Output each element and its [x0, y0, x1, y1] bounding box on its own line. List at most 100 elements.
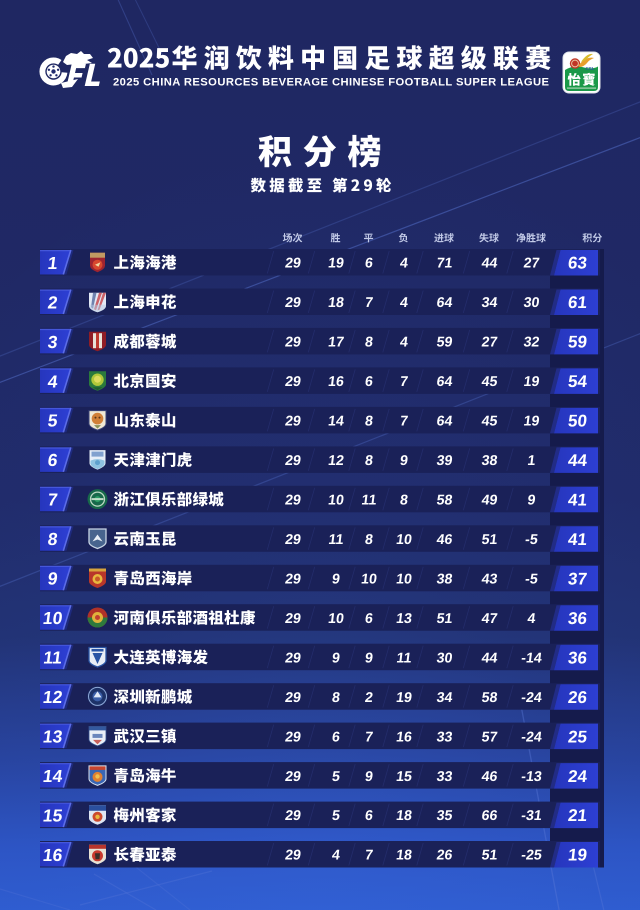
svg-text:7: 7	[364, 729, 374, 745]
svg-text:4: 4	[527, 611, 537, 627]
svg-text:4: 4	[47, 371, 59, 391]
svg-text:-31: -31	[520, 808, 543, 824]
svg-text:18: 18	[327, 295, 345, 311]
svg-text:44: 44	[567, 451, 588, 470]
svg-text:3: 3	[47, 332, 59, 352]
svg-text:5: 5	[331, 808, 341, 824]
svg-text:25: 25	[567, 727, 588, 746]
svg-text:9: 9	[331, 571, 341, 587]
svg-text:6: 6	[364, 374, 374, 390]
svg-text:29: 29	[284, 769, 302, 785]
svg-text:19: 19	[327, 256, 345, 272]
svg-text:21: 21	[567, 806, 588, 825]
svg-text:26: 26	[436, 848, 454, 864]
svg-text:-24: -24	[520, 729, 543, 745]
svg-text:29: 29	[284, 453, 302, 469]
svg-text:1: 1	[527, 453, 537, 469]
svg-text:7: 7	[364, 848, 374, 864]
svg-text:13: 13	[395, 611, 413, 627]
svg-text:10: 10	[360, 571, 378, 587]
svg-text:14: 14	[42, 766, 64, 786]
svg-text:11: 11	[395, 650, 412, 666]
svg-text:7: 7	[47, 490, 59, 510]
svg-text:5: 5	[331, 769, 341, 785]
svg-text:17: 17	[327, 335, 345, 351]
svg-text:19: 19	[523, 414, 541, 430]
svg-text:10: 10	[327, 493, 345, 509]
svg-text:8: 8	[47, 529, 59, 549]
svg-text:6: 6	[47, 450, 59, 470]
svg-text:29: 29	[284, 729, 302, 745]
svg-text:58: 58	[481, 690, 499, 706]
svg-text:37: 37	[567, 569, 588, 588]
svg-text:33: 33	[436, 769, 454, 785]
svg-text:7: 7	[399, 414, 409, 430]
svg-text:27: 27	[523, 256, 541, 272]
svg-text:32: 32	[523, 335, 541, 351]
svg-text:7: 7	[364, 295, 374, 311]
svg-text:9: 9	[331, 650, 341, 666]
svg-text:36: 36	[567, 648, 588, 667]
svg-text:34: 34	[481, 295, 499, 311]
svg-text:14: 14	[327, 414, 345, 430]
svg-text:9: 9	[527, 493, 537, 509]
svg-text:9: 9	[399, 453, 409, 469]
svg-text:59: 59	[436, 335, 454, 351]
svg-text:1: 1	[47, 253, 59, 273]
svg-text:45: 45	[481, 374, 499, 390]
svg-text:29: 29	[284, 256, 302, 272]
svg-text:8: 8	[364, 335, 374, 351]
svg-text:8: 8	[364, 453, 374, 469]
svg-text:33: 33	[436, 729, 454, 745]
svg-text:34: 34	[436, 690, 454, 706]
svg-text:59: 59	[567, 333, 588, 352]
svg-text:24: 24	[567, 767, 588, 786]
svg-text:64: 64	[436, 374, 454, 390]
svg-text:29: 29	[284, 532, 302, 548]
svg-text:46: 46	[436, 532, 454, 548]
svg-text:29: 29	[284, 848, 302, 864]
svg-text:-25: -25	[520, 848, 543, 864]
svg-text:66: 66	[481, 808, 499, 824]
svg-text:29: 29	[284, 808, 302, 824]
svg-text:29: 29	[284, 374, 302, 390]
svg-text:46: 46	[481, 769, 499, 785]
svg-text:58: 58	[436, 493, 454, 509]
svg-text:19: 19	[395, 690, 413, 706]
svg-text:47: 47	[481, 611, 499, 627]
svg-text:61: 61	[567, 293, 588, 312]
svg-text:4: 4	[399, 295, 409, 311]
svg-text:7: 7	[399, 374, 409, 390]
svg-text:51: 51	[481, 532, 499, 548]
svg-text:26: 26	[567, 688, 588, 707]
svg-text:38: 38	[436, 571, 454, 587]
svg-text:-13: -13	[520, 769, 543, 785]
svg-text:36: 36	[567, 609, 588, 628]
svg-text:57: 57	[481, 729, 499, 745]
svg-text:6: 6	[364, 808, 374, 824]
svg-text:39: 39	[436, 453, 454, 469]
svg-text:8: 8	[364, 414, 374, 430]
svg-text:54: 54	[567, 372, 588, 391]
svg-text:2025 CHINA RESOURCES BEVERAGE: 2025 CHINA RESOURCES BEVERAGE CHINESE FO…	[113, 77, 550, 89]
svg-text:5: 5	[47, 411, 59, 431]
svg-text:6: 6	[364, 611, 374, 627]
svg-text:29: 29	[284, 414, 302, 430]
svg-text:29: 29	[284, 611, 302, 627]
svg-text:18: 18	[395, 848, 413, 864]
svg-text:63: 63	[567, 254, 588, 273]
svg-text:16: 16	[327, 374, 345, 390]
svg-text:38: 38	[481, 453, 499, 469]
svg-text:-14: -14	[520, 650, 543, 666]
svg-text:-24: -24	[520, 690, 543, 706]
svg-text:CSL: CSL	[586, 66, 595, 71]
svg-text:43: 43	[481, 571, 499, 587]
svg-text:35: 35	[436, 808, 454, 824]
svg-text:15: 15	[42, 805, 64, 825]
svg-text:4: 4	[399, 335, 409, 351]
svg-text:10: 10	[42, 608, 64, 628]
svg-text:12: 12	[42, 687, 64, 707]
svg-text:30: 30	[436, 650, 454, 666]
svg-text:9: 9	[47, 569, 59, 589]
svg-text:13: 13	[42, 727, 64, 747]
